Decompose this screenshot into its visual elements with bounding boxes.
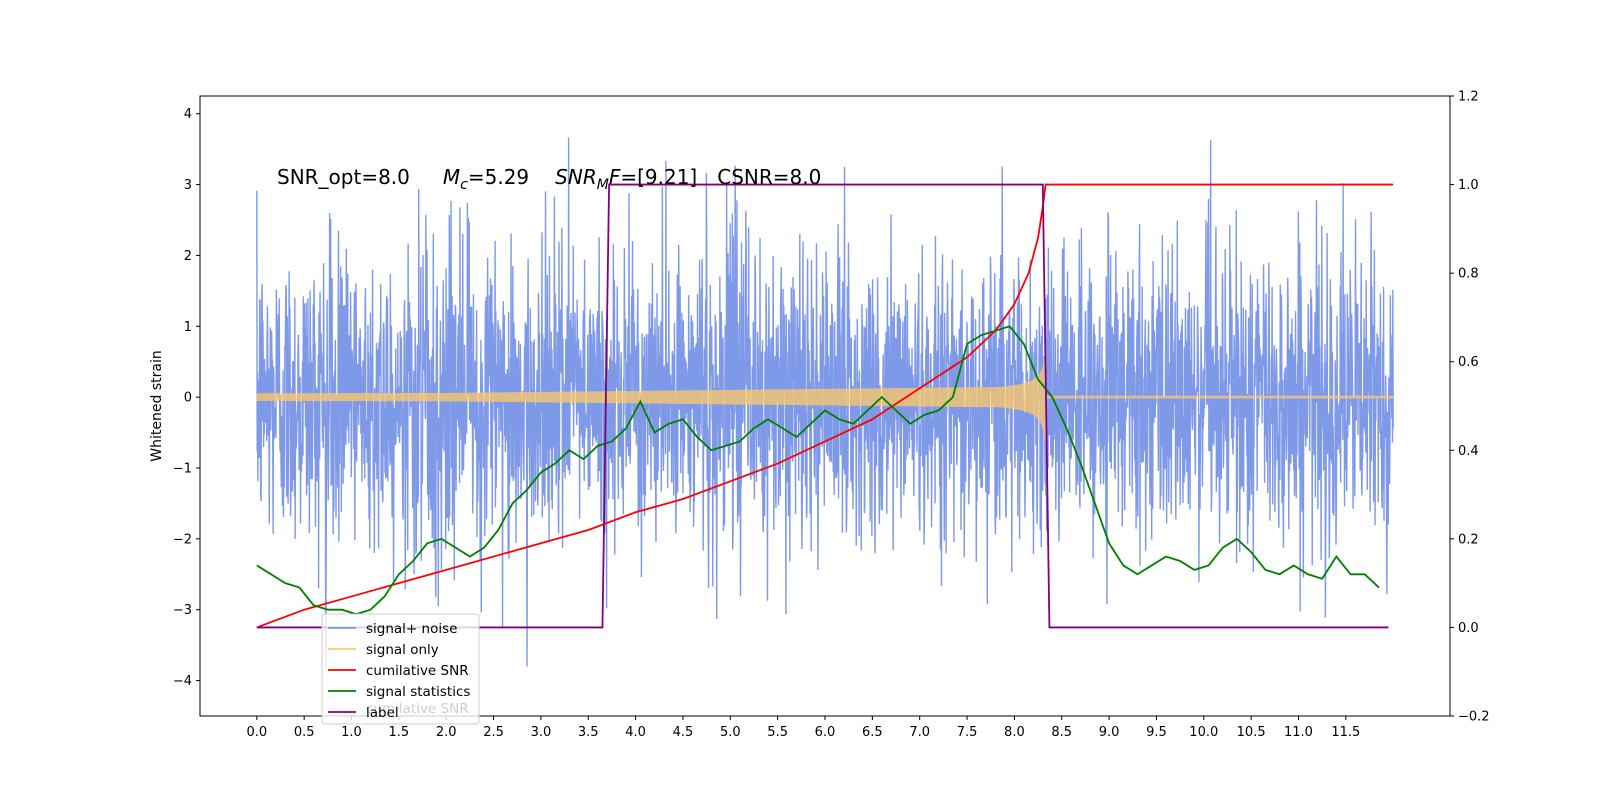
annotation-mc-value: =5.29 [468,165,529,189]
x-tick-label: 0.0 [246,725,267,740]
y-right-tick-label: 0.2 [1458,532,1479,547]
legend: cumilative SNR signal+ noise signal only c… [321,613,480,725]
x-tick-label: 11.5 [1331,725,1360,740]
y-axis-label: Whitened strain [149,350,165,461]
annotation-mc-subscript: c [460,177,468,193]
x-tick-label: 4.0 [625,725,646,740]
x-tick-label: 6.5 [862,725,883,740]
x-axis: 0.0 0.5 1.0 1.5 2.0 2.5 3.0 3.5 4.0 4.5 5.0 5.5 6.0 6… [246,716,1360,740]
legend-box [321,613,480,725]
series-cumulative-snr [256,183,1394,629]
y-right-tick-label: 0.6 [1458,355,1479,370]
legend-label: signal statistics [366,684,470,700]
y-tick-label: −3 [173,603,192,618]
x-tick-label: 7.0 [909,725,930,740]
legend-label: cumilative SNR [366,663,469,679]
x-tick-label: 6.0 [815,725,836,740]
y-right-tick-label: 1.0 [1458,178,1479,193]
y-tick-label: −4 [173,674,192,689]
x-tick-label: 1.0 [341,725,362,740]
x-tick-label: 0.5 [294,725,315,740]
y-right-tick-label: 0.0 [1458,621,1479,636]
series-signal-only [256,347,1394,442]
y-tick-label: 3 [184,178,192,193]
x-tick-label: 7.5 [957,725,978,740]
series-signal-statistics [256,325,1380,616]
annotation-text: SNR_opt=8.0 Mc=5.29 SNRMF=[9.21] CSNR=8.0 [277,165,821,193]
x-tick-label: 3.0 [531,725,552,740]
y-right-tick-label: 1.2 [1458,90,1479,105]
y-tick-label: −2 [173,532,192,547]
y-tick-label: 4 [184,107,192,122]
x-tick-label: 3.5 [578,725,599,740]
y-tick-label: 2 [184,249,192,264]
y-axis-right: 1.2 1.0 0.8 0.6 0.4 0.2 0.0 −0.2 [1450,90,1490,725]
series-label [256,183,1389,629]
legend-ghost-text: cumilative SNR [366,701,469,717]
series-layer [256,137,1394,669]
legend-label: signal+ noise [366,621,457,637]
x-tick-label: 9.0 [1099,725,1120,740]
x-tick-label: 9.5 [1146,725,1167,740]
y-tick-label: −1 [173,462,192,477]
x-tick-label: 4.5 [673,725,694,740]
y-axis-left: 4 3 2 1 0 −1 −2 −3 −4 [173,107,200,689]
annotation-csnr: CSNR=8.0 [717,165,821,189]
x-tick-label: 10.5 [1237,725,1266,740]
y-tick-label: 0 [184,391,192,406]
x-tick-label: 8.0 [1004,725,1025,740]
x-tick-label: 5.0 [720,725,741,740]
annotation-mc-symbol: M [443,165,460,189]
legend-label: signal only [366,642,439,658]
y-right-tick-label: 0.8 [1458,267,1479,282]
x-tick-label: 8.5 [1051,725,1072,740]
annotation-snrmf-symbol: SNR [555,165,597,189]
x-tick-label: 2.5 [483,725,504,740]
annotation-snrmf-subscript: M [597,177,609,193]
x-tick-label: 2.0 [436,725,457,740]
series-signal-noise [256,137,1394,669]
y-right-tick-label: 0.4 [1458,444,1479,459]
x-tick-label: 1.5 [389,725,410,740]
annotation-snrmf-f: F [609,165,621,189]
x-tick-label: 11.0 [1284,725,1313,740]
x-tick-label: 5.5 [767,725,788,740]
legend-label: label [366,705,399,721]
x-tick-label: 10.0 [1189,725,1218,740]
annotation-snrmf-value: =[9.21] [620,165,697,189]
y-tick-label: 1 [184,320,192,335]
y-right-tick-label: −0.2 [1458,710,1490,725]
annotation-snr-opt: SNR_opt=8.0 [277,165,410,189]
